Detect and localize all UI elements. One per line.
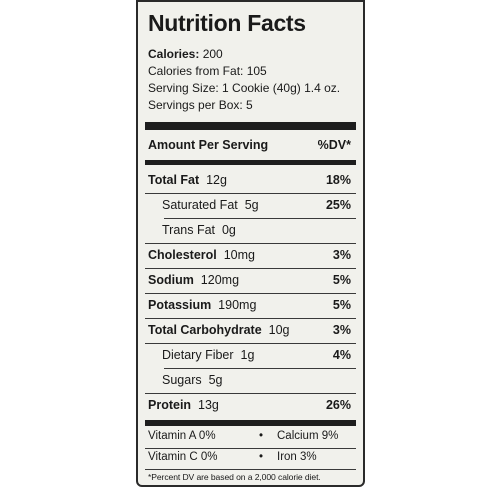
nutrient-row-trans-fat: Trans Fat 0g xyxy=(148,220,351,242)
serving-size: Serving Size: 1 Cookie (40g) 1.4 oz. xyxy=(148,81,341,95)
nutrient-amount: 5g xyxy=(244,198,259,212)
thick-divider-middle xyxy=(145,160,356,165)
divider xyxy=(145,268,356,269)
nutrient-row-cholesterol: Cholesterol 10mg 3% xyxy=(148,245,351,267)
nutrient-name: Cholesterol xyxy=(148,248,217,262)
calories-line: Calories: 200 xyxy=(148,47,223,61)
nutrient-amount: 10mg xyxy=(223,248,255,262)
amount-per-serving-label: Amount Per Serving xyxy=(148,138,269,152)
nutrient-name: Sodium xyxy=(148,273,194,287)
nutrition-facts-label: Nutrition Facts Calories: 200 Calories f… xyxy=(136,0,365,487)
divider xyxy=(145,343,356,344)
nutrient-row-potassium: Potassium 190mg 5% xyxy=(148,295,351,317)
nutrient-amount: 5g xyxy=(208,373,223,387)
divider xyxy=(145,293,356,294)
nutrient-name: Total Carbohydrate xyxy=(148,323,262,337)
nutrient-row-saturated-fat: Saturated Fat 5g 25% xyxy=(148,195,351,217)
nutrient-row-total-fat: Total Fat 12g 18% xyxy=(148,170,351,192)
footnote: *Percent DV are based on a 2,000 calorie… xyxy=(148,472,321,482)
nutrient-row-dietary-fiber: Dietary Fiber 1g 4% xyxy=(148,345,351,367)
nutrient-name: Potassium xyxy=(148,298,212,312)
divider xyxy=(164,368,356,369)
nutrient-dv: 4% xyxy=(332,348,351,362)
nutrient-amount: 190mg xyxy=(218,298,257,312)
divider xyxy=(145,243,356,244)
nutrient-row-sodium: Sodium 120mg 5% xyxy=(148,270,351,292)
nutrient-amount: 0g xyxy=(221,223,236,237)
amount-per-serving-header: Amount Per Serving %DV* xyxy=(148,135,351,157)
calories-label: Calories: xyxy=(148,47,200,61)
divider xyxy=(145,318,356,319)
thick-divider-top xyxy=(145,122,356,130)
divider xyxy=(145,448,356,449)
nutrient-row-protein: Protein 13g 26% xyxy=(148,395,351,417)
iron: Iron 3% xyxy=(277,451,317,463)
nutrient-name: Saturated Fat xyxy=(162,198,238,212)
nutrient-name: Sugars xyxy=(162,373,202,387)
nutrient-dv: 26% xyxy=(325,398,351,412)
servings-per-box: Servings per Box: 5 xyxy=(148,98,253,112)
calcium: Calcium 9% xyxy=(277,430,339,442)
nutrient-row-total-carbohydrate: Total Carbohydrate 10g 3% xyxy=(148,320,351,342)
nutrient-dv: 25% xyxy=(325,198,351,212)
calories-value: 200 xyxy=(202,47,223,61)
vitamin-c: Vitamin C 0% xyxy=(148,451,218,463)
divider xyxy=(145,193,356,194)
bullet: • xyxy=(259,451,264,463)
nutrient-amount: 1g xyxy=(240,348,255,362)
vitamin-a: Vitamin A 0% xyxy=(148,430,216,442)
divider xyxy=(145,393,356,394)
divider xyxy=(164,218,356,219)
thick-divider-vitamins xyxy=(145,420,356,426)
bullet: • xyxy=(259,430,264,442)
nutrient-amount: 12g xyxy=(206,173,227,187)
divider xyxy=(145,469,356,470)
nutrient-amount: 120mg xyxy=(200,273,240,287)
calories-from-fat: Calories from Fat: 105 xyxy=(148,64,267,78)
nutrient-name: Total Fat xyxy=(148,173,200,187)
nutrient-dv: 5% xyxy=(332,298,351,312)
nutrient-name: Dietary Fiber xyxy=(162,348,234,362)
dv-header-label: %DV* xyxy=(317,138,351,152)
nutrient-amount: 10g xyxy=(268,323,290,337)
nutrient-amount: 13g xyxy=(198,398,219,412)
nutrient-dv: 18% xyxy=(325,173,351,187)
label-title: Nutrition Facts xyxy=(148,10,306,36)
nutrient-name: Trans Fat xyxy=(162,223,216,237)
nutrient-dv: 3% xyxy=(332,323,351,337)
nutrient-dv: 5% xyxy=(332,273,351,287)
nutrient-row-sugars: Sugars 5g xyxy=(148,370,351,392)
nutrient-name: Protein xyxy=(148,398,192,412)
nutrient-dv: 3% xyxy=(332,248,351,262)
